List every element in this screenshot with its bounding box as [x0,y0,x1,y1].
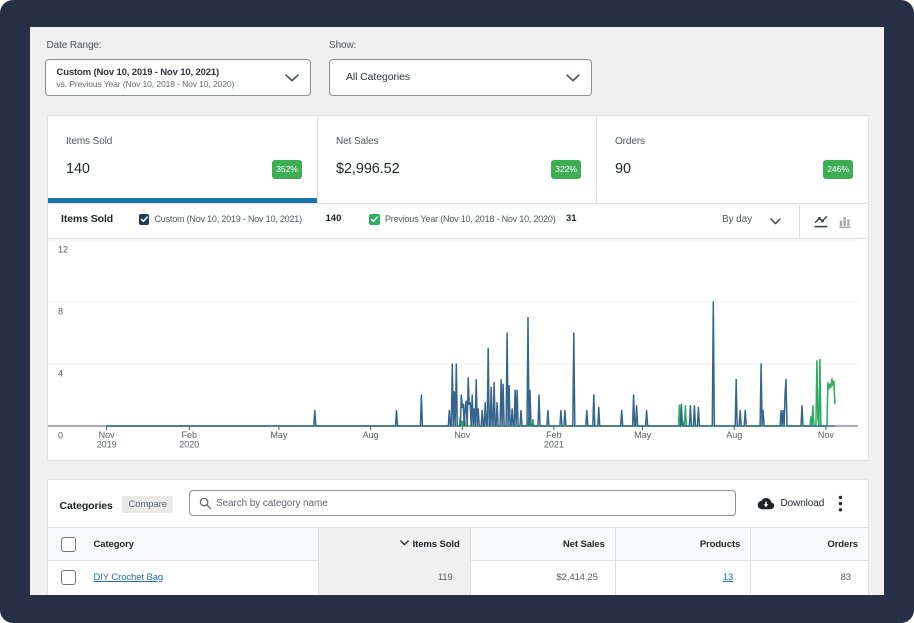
svg-text:0: 0 [58,431,63,441]
table-title: Categories [59,499,113,512]
date-range-select[interactable]: Custom (Nov 10, 2019 - Nov 10, 2021) vs.… [44,59,311,96]
legend-total: 140 [325,213,342,224]
summary-card-value: 140 [66,160,90,177]
check-icon [370,216,378,223]
summary-card-label: Orders [615,135,645,147]
svg-text:May: May [634,430,652,440]
column-divider [750,526,752,595]
svg-text:2021: 2021 [544,439,564,449]
svg-text:May: May [270,430,288,440]
ellipsis-vertical-icon [838,495,843,511]
column-divider [318,526,319,595]
show-label: Show: [329,40,357,51]
download-label: Download [780,497,825,509]
category-filter-value: All Categories [346,71,410,83]
row-checkbox[interactable] [61,569,76,585]
selected-tab-indicator [48,198,317,203]
legend-label: Previous Year (Nov 10, 2018 - Nov 10, 20… [385,214,556,224]
summary-card-value: $2,996.52 [336,160,400,177]
legend-total: 31 [566,213,577,224]
column-header-net-sales[interactable]: Net Sales [562,538,605,550]
category-filter-select[interactable]: All Categories [329,59,592,96]
table-header-row: Category Items Sold Net Sales Products O… [48,526,868,561]
search-input[interactable] [216,492,726,514]
orders-cell: 83 [840,571,851,583]
svg-text:4: 4 [58,369,63,379]
chevron-down-icon [285,74,299,82]
column-header-category[interactable]: Category [93,538,134,550]
summary-card-trend-badge: 322% [551,159,581,179]
search-box [189,490,736,516]
svg-text:2019: 2019 [97,439,117,449]
bar-chart-type-button[interactable] [839,214,861,232]
select-all-checkbox[interactable] [61,536,76,552]
svg-text:Aug: Aug [363,430,379,440]
categories-table: Category Items Sold Net Sales Products O… [48,526,868,595]
svg-text:Nov: Nov [99,430,116,440]
summary-cards: Items Sold 140 352% Net Sales $2,996.52 … [48,115,868,204]
summary-card-trend-badge: 352% [272,159,302,179]
legend-checkbox-custom[interactable] [138,214,149,225]
bar-chart-icon [839,217,851,228]
svg-text:Aug: Aug [726,430,742,440]
legend-checkbox-previous-year[interactable] [369,214,380,225]
date-range-label: Date Range: [46,40,102,51]
date-range-compare-value: vs. Previous Year (Nov 10, 2018 - Nov 10… [56,79,235,89]
categories-panel: Categories Compare Download [47,478,869,595]
svg-text:Nov: Nov [818,430,835,440]
chart-title: Items Sold [61,213,114,225]
svg-text:8: 8 [58,307,63,317]
sorted-column-header-bg [318,527,470,561]
analytics-page: Date Range: Custom (Nov 10, 2019 - Nov 1… [30,27,884,595]
summary-card-trend-badge: 246% [823,159,853,179]
summary-card-label: Net Sales [336,135,379,147]
summary-card-label: Items Sold [66,135,113,147]
column-header-items-sold[interactable]: Items Sold [318,528,470,561]
svg-text:2020: 2020 [179,439,199,449]
search-icon [199,497,212,510]
chevron-down-icon [565,74,580,82]
column-header-orders[interactable]: Orders [827,538,858,550]
svg-text:Feb: Feb [182,430,198,440]
items-sold-cell: 119 [437,571,453,583]
date-range-value: Custom (Nov 10, 2019 - Nov 10, 2021) [56,67,220,78]
line-chart-type-button[interactable] [814,214,836,232]
sorted-column-cell-bg [318,593,470,595]
table-row: DIY Crochet Bag 119 $2,414.25 13 83 [48,560,868,594]
cloud-download-icon [757,497,775,509]
summary-card-items-sold[interactable]: Items Sold 140 352% [48,115,318,203]
chevron-down-icon[interactable] [770,217,781,225]
category-link[interactable]: DIY Crochet Bag [93,571,164,583]
sort-desc-icon [399,539,409,545]
products-cell: 13 [615,561,750,594]
summary-card-value: 90 [615,160,631,177]
divider [799,205,800,238]
svg-text:Nov: Nov [454,430,471,440]
column-header-products[interactable]: Products [699,538,741,550]
line-chart-icon [814,215,828,228]
chart-header: Items Sold Custom (Nov 10, 2019 - Nov 10… [48,205,868,239]
chart-panel: Items Sold 140 352% Net Sales $2,996.52 … [47,114,870,462]
category-cell: DIY Crochet Bag [94,561,164,594]
net-sales-cell: $2,414.25 [556,571,598,583]
kebab-menu-button[interactable] [834,494,848,514]
products-link[interactable]: 13 [722,571,734,583]
svg-text:12: 12 [58,245,68,255]
summary-card-net-sales[interactable]: Net Sales $2,996.52 322% [318,115,597,203]
column-divider [614,526,616,595]
sorted-column-cell-bg [318,560,470,594]
column-divider [469,526,471,595]
legend-label: Custom (Nov 10, 2019 - Nov 10, 2021) [154,214,303,224]
check-icon [140,216,148,223]
interval-select[interactable]: By day [722,214,752,225]
summary-card-orders[interactable]: Orders 90 246% [597,116,868,204]
table-toolbar: Categories Compare Download [48,479,868,527]
svg-text:Feb: Feb [546,430,562,440]
compare-button[interactable]: Compare [122,495,174,513]
